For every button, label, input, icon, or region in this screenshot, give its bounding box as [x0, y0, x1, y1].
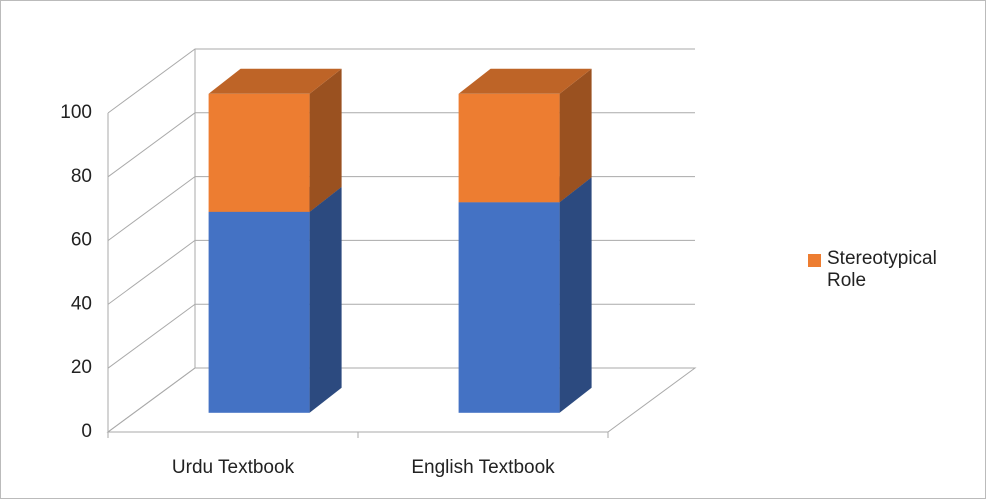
legend: Stereotypical Role	[808, 248, 978, 292]
bar-segment	[208, 211, 310, 413]
x-tick-label: English Textbook	[411, 457, 555, 478]
bar-top	[208, 68, 342, 94]
legend-swatch	[808, 254, 821, 267]
bar-side	[309, 68, 342, 212]
y-tick-label: 40	[71, 293, 92, 314]
bar-side	[559, 68, 592, 203]
y-tick-label: 20	[71, 357, 92, 378]
legend-label: Stereotypical Role	[827, 248, 937, 291]
bar-segment	[458, 93, 560, 203]
bar-top	[458, 68, 592, 94]
bar-segment	[458, 202, 560, 413]
bar-segment	[208, 93, 310, 212]
y-tick-label: 60	[71, 230, 92, 251]
bar-side	[559, 177, 592, 413]
y-tick-label: 100	[60, 102, 92, 123]
bar-side	[309, 186, 342, 413]
x-tick-label: Urdu Textbook	[172, 457, 295, 478]
y-tick-label: 0	[81, 421, 92, 442]
y-tick-label: 80	[71, 166, 92, 187]
grid-line	[107, 48, 695, 114]
